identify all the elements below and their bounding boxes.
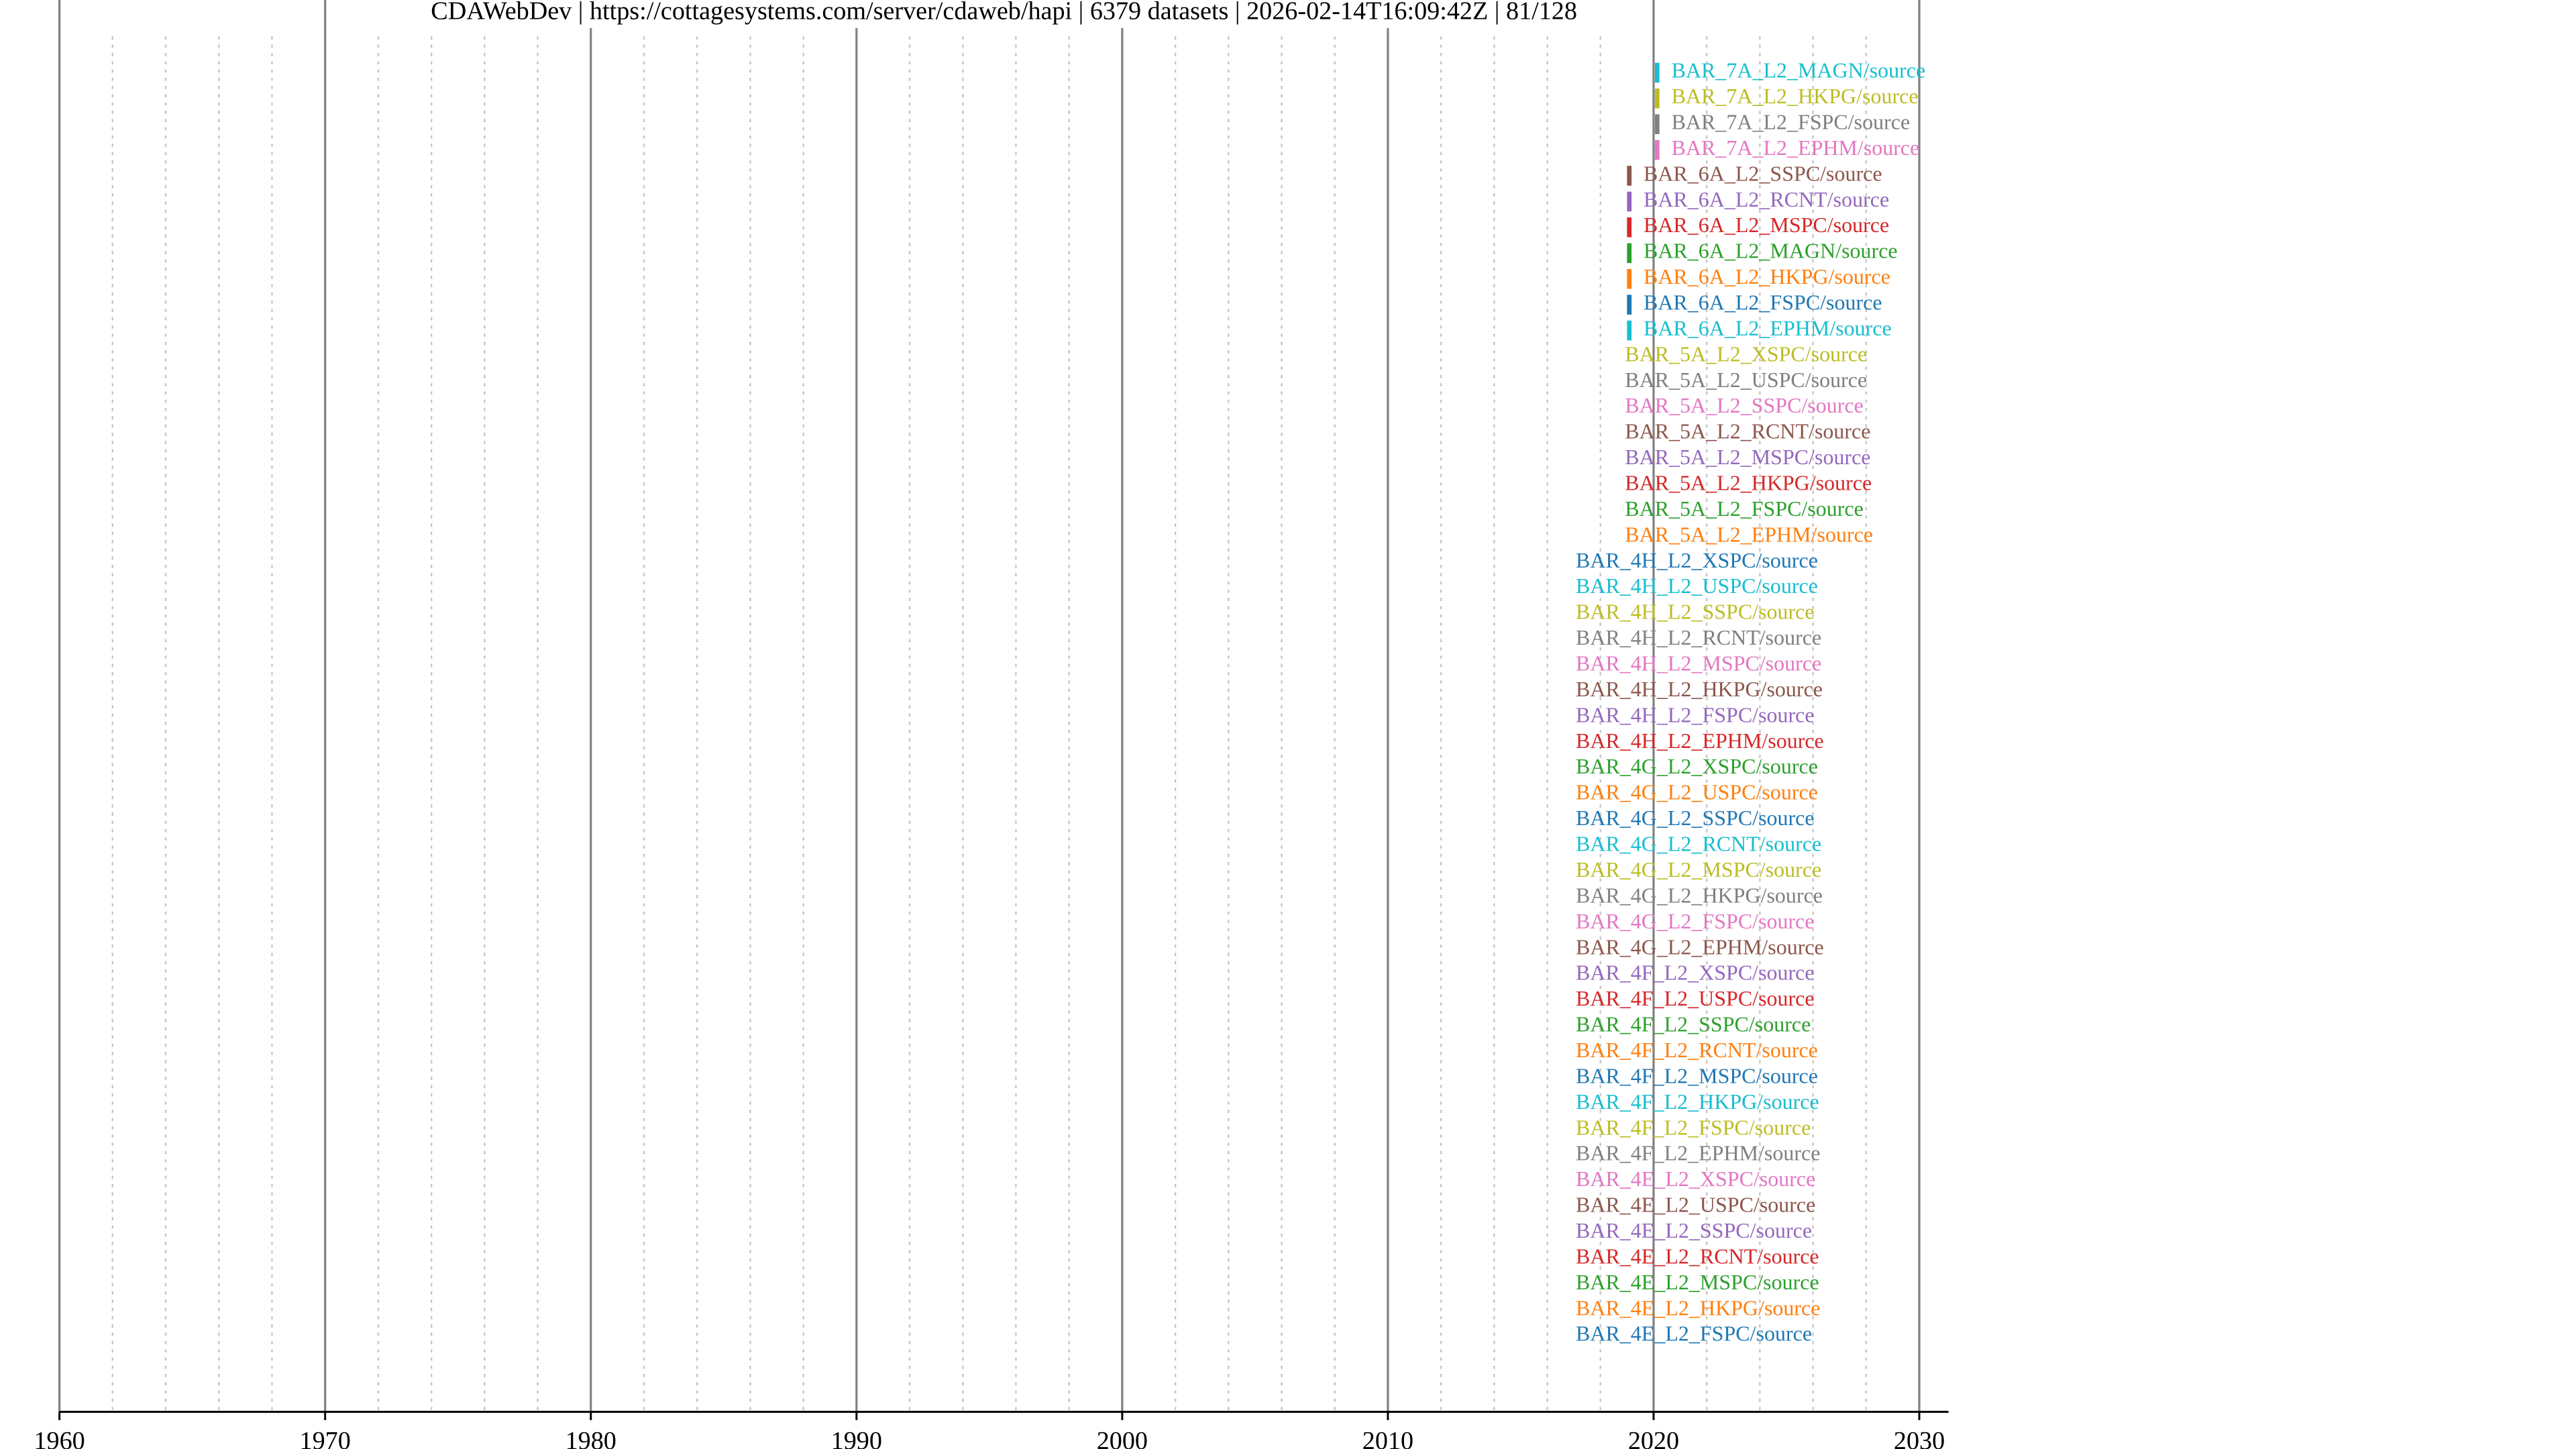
dataset-label: BAR_4H_L2_HKPG/source bbox=[1576, 677, 1823, 701]
dataset-label: BAR_6A_L2_EPHM/source bbox=[1644, 316, 1892, 340]
dataset-label: BAR_4H_L2_USPC/source bbox=[1576, 574, 1818, 598]
dataset-label: BAR_4E_L2_RCNT/source bbox=[1576, 1244, 1819, 1268]
dataset-label: BAR_4F_L2_USPC/source bbox=[1576, 986, 1815, 1010]
dataset-label: BAR_4E_L2_MSPC/source bbox=[1576, 1270, 1819, 1294]
dataset-label: BAR_4G_L2_EPHM/source bbox=[1576, 934, 1824, 959]
dataset-label: BAR_4F_L2_HKPG/source bbox=[1576, 1089, 1819, 1114]
dataset-label: BAR_5A_L2_EPHM/source bbox=[1625, 522, 1873, 546]
dataset-label: BAR_4F_L2_EPHM/source bbox=[1576, 1141, 1820, 1165]
x-tick-label: 2030 bbox=[1894, 1427, 1945, 1449]
x-tick-label: 1980 bbox=[566, 1427, 616, 1449]
x-tick-label: 1960 bbox=[34, 1427, 85, 1449]
dataset-label: BAR_5A_L2_MSPC/source bbox=[1625, 445, 1870, 469]
dataset-label: BAR_7A_L2_HKPG/source bbox=[1672, 84, 1919, 108]
x-axis-ticks: 1960 1970 1980 1990 2000 2010 2020 2030 bbox=[34, 1411, 1945, 1449]
title-background bbox=[366, 0, 1642, 28]
dataset-label: BAR_5A_L2_XSPC/source bbox=[1625, 341, 1867, 366]
dataset-bar bbox=[1627, 217, 1632, 237]
dataset-label: BAR_5A_L2_SSPC/source bbox=[1625, 393, 1864, 417]
x-tick-label: 1970 bbox=[300, 1427, 351, 1449]
dataset-label: BAR_4E_L2_HKPG/source bbox=[1576, 1295, 1820, 1320]
dataset-bar bbox=[1627, 166, 1632, 186]
dataset-label: BAR_6A_L2_MSPC/source bbox=[1644, 213, 1889, 237]
dataset-label: BAR_4H_L2_MSPC/source bbox=[1576, 651, 1821, 676]
dataset-label: BAR_4H_L2_SSPC/source bbox=[1576, 600, 1815, 624]
dataset-label: BAR_7A_L2_MAGN/source bbox=[1672, 58, 1926, 83]
dataset-bar bbox=[1627, 294, 1632, 315]
dataset-label: BAR_4F_L2_MSPC/source bbox=[1576, 1063, 1818, 1087]
dataset-label: BAR_6A_L2_MAGN/source bbox=[1644, 239, 1898, 263]
dataset-label: BAR_6A_L2_SSPC/source bbox=[1644, 161, 1882, 185]
dataset-label: BAR_4G_L2_SSPC/source bbox=[1576, 806, 1815, 830]
dataset-bar bbox=[1627, 268, 1632, 289]
x-tick-label: 2020 bbox=[1628, 1427, 1679, 1449]
dataset-label: BAR_4F_L2_XSPC/source bbox=[1576, 961, 1815, 985]
dataset-label: BAR_7A_L2_FSPC/source bbox=[1672, 110, 1911, 134]
dataset-label: BAR_5A_L2_RCNT/source bbox=[1625, 419, 1870, 443]
dataset-bar bbox=[1654, 88, 1660, 109]
dataset-label: BAR_4H_L2_EPHM/source bbox=[1576, 729, 1824, 753]
dataset-label: BAR_4H_L2_XSPC/source bbox=[1576, 548, 1818, 572]
dataset-label: BAR_4F_L2_FSPC/source bbox=[1576, 1115, 1811, 1139]
dataset-label: BAR_4H_L2_RCNT/source bbox=[1576, 625, 1821, 649]
datasets: BAR_7A_L2_MAGN/sourceBAR_7A_L2_HKPG/sour… bbox=[1576, 58, 1925, 1346]
dataset-label: BAR_4F_L2_RCNT/source bbox=[1576, 1038, 1818, 1062]
dataset-label: BAR_4G_L2_RCNT/source bbox=[1576, 832, 1821, 856]
dataset-label: BAR_4F_L2_SSPC/source bbox=[1576, 1012, 1811, 1036]
dataset-label: BAR_5A_L2_USPC/source bbox=[1625, 368, 1867, 392]
dataset-label: BAR_5A_L2_HKPG/source bbox=[1625, 471, 1872, 495]
dataset-bar bbox=[1627, 320, 1632, 341]
dataset-label: BAR_4E_L2_XSPC/source bbox=[1576, 1167, 1815, 1191]
dataset-bar bbox=[1654, 62, 1660, 83]
chart-title: CDAWebDev | https://cottagesystems.com/s… bbox=[431, 0, 1577, 25]
dataset-label: BAR_4G_L2_FSPC/source bbox=[1576, 909, 1815, 933]
dataset-label: BAR_4G_L2_USPC/source bbox=[1576, 780, 1818, 804]
dataset-bar bbox=[1627, 243, 1632, 264]
x-tick-label: 2010 bbox=[1362, 1427, 1413, 1449]
dataset-label: BAR_4E_L2_USPC/source bbox=[1576, 1193, 1815, 1217]
dataset-bar bbox=[1627, 191, 1632, 212]
dataset-label: BAR_6A_L2_RCNT/source bbox=[1644, 187, 1889, 211]
dataset-label: BAR_4E_L2_FSPC/source bbox=[1576, 1322, 1812, 1346]
dataset-label: BAR_7A_L2_EPHM/source bbox=[1672, 136, 1920, 160]
x-tick-label: 1990 bbox=[831, 1427, 882, 1449]
dataset-label: BAR_4H_L2_FSPC/source bbox=[1576, 702, 1815, 727]
dataset-label: BAR_4G_L2_HKPG/source bbox=[1576, 883, 1823, 907]
x-tick-label: 2000 bbox=[1097, 1427, 1148, 1449]
dataset-label: BAR_4E_L2_SSPC/source bbox=[1576, 1218, 1812, 1242]
dataset-bar bbox=[1654, 114, 1660, 134]
dataset-label: BAR_4G_L2_MSPC/source bbox=[1576, 857, 1821, 881]
dataset-label: BAR_5A_L2_FSPC/source bbox=[1625, 496, 1864, 521]
dataset-bar bbox=[1654, 140, 1660, 160]
grid bbox=[58, 0, 1921, 1412]
dataset-label: BAR_6A_L2_FSPC/source bbox=[1644, 290, 1882, 315]
dataset-label: BAR_6A_L2_HKPG/source bbox=[1644, 264, 1890, 288]
dataset-label: BAR_4G_L2_XSPC/source bbox=[1576, 754, 1818, 778]
